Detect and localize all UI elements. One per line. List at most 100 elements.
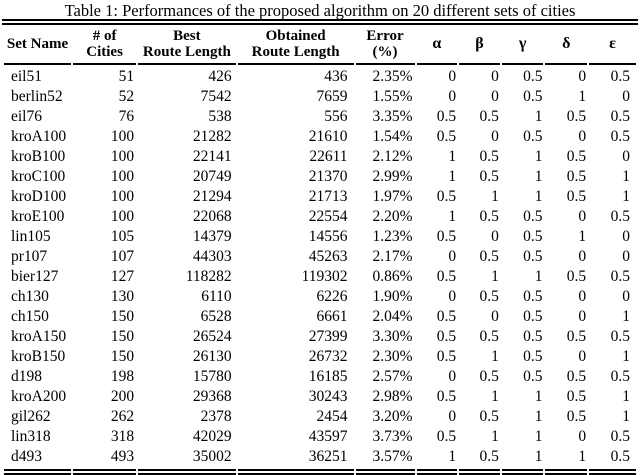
column-header-delta: δ bbox=[545, 25, 588, 65]
cell-best-route-length: 2378 bbox=[200, 408, 232, 425]
cell-best-route-length: 26524 bbox=[192, 328, 232, 345]
cell-num-cities: 100 bbox=[110, 188, 135, 205]
cell-best-route-length: 426 bbox=[208, 68, 232, 85]
cell-alpha: 0 bbox=[448, 68, 457, 85]
cell-alpha: 0.5 bbox=[436, 428, 457, 445]
cell-beta: 0.5 bbox=[479, 148, 499, 165]
cell-set-name: lin318 bbox=[11, 428, 51, 445]
cell-gamma: 0.5 bbox=[523, 328, 543, 345]
cell-gamma: 0.5 bbox=[523, 68, 543, 85]
cell-error-percent: 2.57% bbox=[372, 368, 413, 385]
cell-set-name: kroA150 bbox=[11, 328, 67, 345]
cell-num-cities: 200 bbox=[110, 388, 135, 405]
cell-alpha: 1 bbox=[416, 447, 458, 475]
cell-best-route-length: 35002 bbox=[138, 447, 236, 475]
cell-epsilon: 0.5 bbox=[610, 268, 630, 285]
cell-delta: 1 bbox=[545, 447, 588, 475]
cell-obtained-route-length: 14556 bbox=[308, 228, 348, 245]
cell-alpha: 1 bbox=[448, 208, 457, 225]
cell-error-percent: 2.99% bbox=[372, 168, 413, 185]
cell-best-route-length: 118282 bbox=[185, 268, 232, 285]
cell-error-percent: 3.30% bbox=[372, 328, 413, 345]
table-row: berlin52 52 7542 7659 1.55% 0 0 0.5 1 0 bbox=[4, 87, 636, 107]
cell-alpha: 0 bbox=[448, 408, 457, 425]
cell-beta: 0.5 bbox=[479, 288, 499, 305]
cell-obtained-route-length: 22611 bbox=[309, 148, 348, 165]
cell-delta: 0 bbox=[578, 128, 587, 145]
cell-beta: 0.5 bbox=[479, 328, 499, 345]
cell-beta: 0 bbox=[491, 128, 499, 145]
cell-beta: 0.5 bbox=[479, 248, 499, 265]
cell-beta: 0.5 bbox=[479, 108, 499, 125]
cell-beta: 0.5 bbox=[479, 168, 499, 185]
cell-alpha: 0.5 bbox=[436, 128, 457, 145]
cell-error-percent: 2.12% bbox=[372, 148, 413, 165]
cell-obtained-route-length: 436 bbox=[324, 68, 348, 85]
cell-epsilon: 1 bbox=[622, 408, 630, 425]
results-table: Set Name # of Cities Best Route Length Obtain… bbox=[2, 19, 638, 475]
cell-beta: 0 bbox=[491, 228, 499, 245]
cell-alpha: 0 bbox=[448, 248, 457, 265]
cell-gamma: 1 bbox=[534, 108, 543, 125]
cell-delta: 1 bbox=[578, 88, 587, 105]
cell-error-percent: 2.20% bbox=[372, 208, 413, 225]
cell-delta: 1 bbox=[578, 228, 587, 245]
cell-set-name: lin105 bbox=[11, 228, 51, 245]
cell-beta: 0 bbox=[491, 68, 499, 85]
cell-gamma: 1 bbox=[534, 268, 543, 285]
cell-set-name: ch150 bbox=[11, 308, 49, 325]
table-row: kroE100 100 22068 22554 2.20% 1 0.5 0.5 0 0.5 bbox=[4, 207, 636, 227]
cell-set-name: d198 bbox=[11, 368, 42, 385]
cell-gamma: 0.5 bbox=[523, 288, 543, 305]
cell-delta: 0.5 bbox=[566, 268, 587, 285]
cell-epsilon: 0 bbox=[622, 248, 630, 265]
cell-num-cities: 107 bbox=[110, 248, 135, 265]
cell-epsilon: 0.5 bbox=[610, 428, 630, 445]
cell-num-cities: 198 bbox=[110, 368, 135, 385]
cell-error-percent: 3.20% bbox=[372, 408, 413, 425]
cell-delta: 0 bbox=[578, 248, 587, 265]
cell-alpha: 0.5 bbox=[436, 268, 457, 285]
cell-epsilon: 1 bbox=[622, 388, 630, 405]
cell-gamma: 1 bbox=[501, 447, 544, 475]
cell-error-percent: 2.04% bbox=[372, 308, 413, 325]
cell-beta: 1 bbox=[491, 388, 499, 405]
table-row: d198 198 15780 16185 2.57% 0 0.5 0.5 0.5 0.5 bbox=[4, 367, 636, 387]
cell-delta: 0.5 bbox=[566, 188, 587, 205]
cell-num-cities: 262 bbox=[110, 408, 135, 425]
cell-num-cities: 127 bbox=[110, 268, 135, 285]
cell-set-name: eil76 bbox=[11, 108, 42, 125]
table-row: gil262 262 2378 2454 3.20% 0 0.5 1 0.5 1 bbox=[4, 407, 636, 427]
cell-num-cities: 100 bbox=[110, 208, 135, 225]
cell-set-name: berlin52 bbox=[11, 88, 63, 105]
cell-set-name: ch130 bbox=[11, 288, 49, 305]
cell-obtained-route-length: 22554 bbox=[308, 208, 348, 225]
cell-num-cities: 105 bbox=[110, 228, 135, 245]
cell-num-cities: 52 bbox=[118, 88, 135, 105]
cell-num-cities: 150 bbox=[110, 308, 135, 325]
cell-error-percent: 1.55% bbox=[372, 88, 413, 105]
table-row: bier127 127 118282 119302 0.86% 0.5 1 1 0.5 0.5 bbox=[4, 267, 636, 287]
cell-gamma: 0.5 bbox=[523, 348, 543, 365]
cell-obtained-route-length: 45263 bbox=[308, 248, 348, 265]
cell-gamma: 0.5 bbox=[523, 128, 543, 145]
cell-epsilon: 0.5 bbox=[610, 68, 630, 85]
cell-error-percent: 1.23% bbox=[372, 228, 413, 245]
cell-best-route-length: 29368 bbox=[192, 388, 232, 405]
cell-alpha: 0.5 bbox=[436, 188, 457, 205]
cell-num-cities: 493 bbox=[73, 447, 137, 475]
cell-alpha: 0 bbox=[448, 88, 457, 105]
cell-alpha: 0.5 bbox=[436, 348, 457, 365]
cell-beta: 1 bbox=[491, 188, 499, 205]
table-row: d493 493 35002 36251 3.57% 1 0.5 1 1 0.5 bbox=[4, 447, 636, 475]
cell-num-cities: 100 bbox=[110, 128, 135, 145]
cell-obtained-route-length: 30243 bbox=[308, 388, 348, 405]
cell-alpha: 0.5 bbox=[436, 328, 457, 345]
cell-epsilon: 1 bbox=[622, 168, 630, 185]
cell-epsilon: 0 bbox=[622, 228, 630, 245]
cell-delta: 0.5 bbox=[566, 328, 587, 345]
table-row: kroD100 100 21294 21713 1.97% 0.5 1 1 0.5 1 bbox=[4, 187, 636, 207]
table-row: pr107 107 44303 45263 2.17% 0 0.5 0.5 0 0 bbox=[4, 247, 636, 267]
cell-alpha: 0 bbox=[448, 288, 457, 305]
cell-alpha: 0.5 bbox=[436, 388, 457, 405]
